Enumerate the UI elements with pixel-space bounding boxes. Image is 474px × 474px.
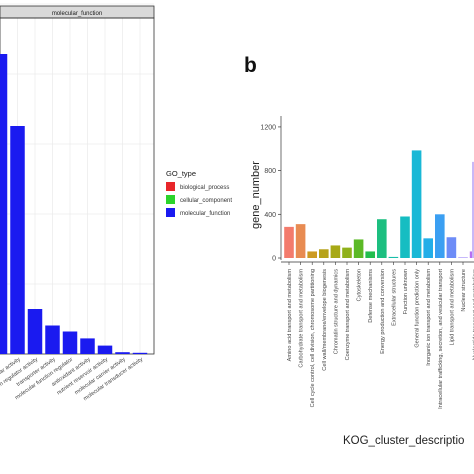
legend-swatch-biological-process [166,182,175,191]
panel-b-x-tick-label: Cytoskeleton [357,269,363,301]
panel-b-bar [446,237,457,258]
panel-a-bar [80,338,95,354]
panel-b-x-tick-label: Inorganic ion transport and metabolism [426,269,432,366]
panel-a-bar [97,345,113,354]
legend-swatch-molecular-function [166,208,175,217]
panel-b-y-tick-label: 400 [264,212,276,219]
panel-b-bar [284,226,294,258]
legend-label-biological-process: biological_process [180,185,229,191]
legend-label-cellular-component: cellular_component [180,198,232,204]
panel-b-bar [458,257,468,258]
legend-label-molecular-function: molecular_function [180,211,230,217]
facet-strip-label: molecular_function [52,11,102,17]
panel-b-x-tick-label: Energy production and conversion [380,269,386,354]
panel-b-y-tick-label: 800 [264,168,276,175]
panel-a-bar [0,54,8,354]
panel-a-bar [27,309,43,354]
legend-title: GO_type [166,169,196,178]
panel-b-x-tick-label: Coenzyme transport and metabolism [345,269,351,361]
panel-b-label: b [244,54,257,77]
panel-b-bar [353,239,364,258]
panel-b-x-tick-label: Cell cycle control, cell division, chrom… [310,269,316,407]
panel-b-bar [319,249,329,258]
panel-b-x-tick-label: Cell wall/membrane/envelope biogenesis [322,269,328,371]
panel-b-x-tick-label: Chromatin structure and dynamics [333,269,339,354]
panel-b-x-tick-label: Function unknown [403,269,409,314]
panel-b-bar-cut [472,161,474,258]
panel-b-x-axis [281,261,474,265]
panel-b-y-tick-label: 1200 [260,124,276,131]
panel-b-x-tick-label: Amino acid transport and metabolism [287,269,293,362]
panel-b-bar [377,219,387,258]
go-type-legend: GO_type biological_process cellular_comp… [166,169,232,217]
panel-a-bar [45,325,60,354]
panel-a-bar [10,126,25,354]
panel-b-bars [284,150,474,258]
panel-b-x-tick-label: Nuclear structure [461,269,467,312]
panel-b-x-tick-labels: Amino acid transport and metabolism Carbo… [287,269,474,409]
panel-b-bar [307,251,317,258]
panel-b-x-tick-label: Carbohydrate transport and metabolism [299,269,305,368]
panel-b-x-tick-label: Defense mechanisms [368,269,374,323]
panel-b-bar [342,247,352,258]
panel-b-bar [411,150,422,258]
panel-a-bar [115,352,130,354]
panel-b-x-tick-label: General function prediction only [415,269,421,348]
panel-b-y-axis: 0 400 800 1200 [260,116,282,263]
panel-b-bar [295,224,306,258]
panel-b-x-tick-label: Intracellular trafficking, secretion, an… [438,269,444,409]
panel-b-bar [435,214,445,258]
panel-a-bars [0,54,148,354]
panel-b-bar [330,245,341,258]
panel-b-bar [469,251,474,258]
panel-a-bar [132,352,148,354]
panel-b-kog-chart: b gene_number 0 400 800 1200 Amino acid tra… [244,54,474,447]
panel-a-go-chart: molecular_function molecular activitytra… [0,3,232,404]
panel-b-y-tick-label: 0 [272,256,276,263]
panel-b-x-tick-label: Nucleotide transport and metabolism [473,269,474,360]
panel-b-x-tick-label: Lipid transport and metabolism [449,269,455,346]
legend-swatch-cellular-component [166,195,175,204]
panel-b-bar [365,251,375,258]
panel-b-bar [423,238,433,258]
panel-b-bar [400,216,410,258]
panel-a-bar [62,331,78,354]
panel-b-x-axis-title: KOG_cluster_descriptio [343,435,464,447]
panel-b-bar [388,256,399,258]
panel-b-x-tick-label: Extracellular structures [391,269,397,326]
panel-b-y-axis-title: gene_number [250,161,262,229]
